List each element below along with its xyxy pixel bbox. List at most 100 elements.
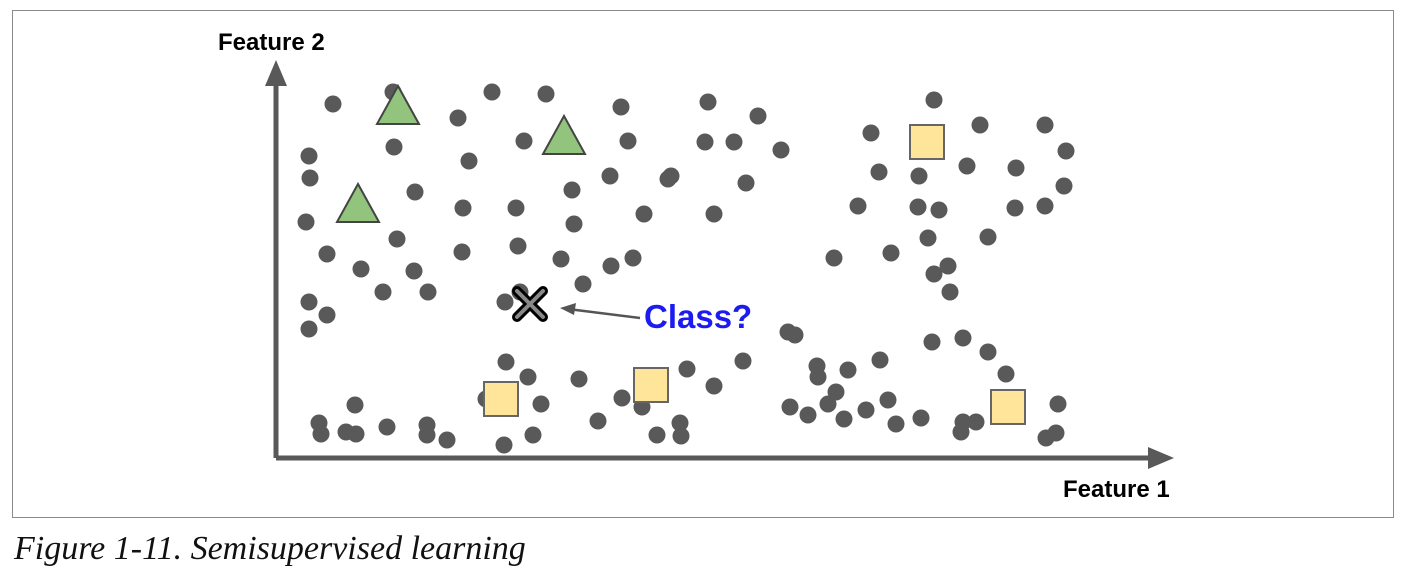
unlabeled-point	[635, 205, 653, 223]
unlabeled-point	[839, 361, 857, 379]
unlabeled-point	[1036, 116, 1054, 134]
unlabeled-point	[779, 323, 797, 341]
unlabeled-point	[419, 283, 437, 301]
unlabeled-point	[781, 398, 799, 416]
unlabeled-point	[1049, 395, 1067, 413]
x-axis-label: Feature 1	[1063, 476, 1170, 503]
unlabeled-point	[672, 427, 690, 445]
unlabeled-point	[857, 401, 875, 419]
unlabeled-point	[374, 283, 392, 301]
unlabeled-point	[705, 377, 723, 395]
unlabeled-point	[1057, 142, 1075, 160]
unlabeled-point	[300, 147, 318, 165]
unlabeled-point	[405, 262, 423, 280]
unlabeled-point	[952, 423, 970, 441]
unlabeled-point	[497, 353, 515, 371]
axes	[265, 60, 1174, 469]
unlabeled-point	[552, 250, 570, 268]
unlabeled-point	[612, 98, 630, 116]
unlabeled-point	[619, 132, 637, 150]
unlabeled-point	[882, 244, 900, 262]
labeled-square-point	[483, 381, 519, 417]
unlabeled-point	[862, 124, 880, 142]
unlabeled-point	[737, 174, 755, 192]
unlabeled-point	[925, 265, 943, 283]
unlabeled-point	[1037, 429, 1055, 447]
unlabeled-point	[705, 205, 723, 223]
unlabeled-point	[1006, 199, 1024, 217]
unlabeled-point	[725, 133, 743, 151]
unlabeled-point	[496, 293, 514, 311]
unlabeled-point	[601, 167, 619, 185]
unlabeled-point	[324, 95, 342, 113]
unlabeled-point	[449, 109, 467, 127]
unlabeled-point	[979, 228, 997, 246]
unlabeled-point	[870, 163, 888, 181]
unlabeled-point	[941, 283, 959, 301]
unlabeled-point	[909, 198, 927, 216]
unlabeled-point	[352, 260, 370, 278]
unlabeled-point	[696, 133, 714, 151]
unlabeled-point	[495, 436, 513, 454]
y-axis-arrowhead	[265, 60, 287, 86]
query-arrow-line	[571, 308, 641, 320]
unlabeled-point	[1036, 197, 1054, 215]
annotations: Class?	[512, 286, 752, 335]
unlabeled-point	[659, 170, 677, 188]
unlabeled-point	[678, 360, 696, 378]
unlabeled-point	[406, 183, 424, 201]
unlabeled-point	[939, 257, 957, 275]
unlabeled-point	[835, 410, 853, 428]
unlabeled-point	[385, 138, 403, 156]
unlabeled-point	[671, 414, 689, 432]
query-instance-marker	[512, 286, 548, 322]
unlabeled-point	[799, 406, 817, 424]
labeled-triangle-point	[335, 181, 381, 223]
x-marker-inner	[515, 289, 545, 319]
unlabeled-point	[519, 368, 537, 386]
unlabeled-point	[923, 333, 941, 351]
unlabeled-point	[318, 306, 336, 324]
points-layer	[297, 83, 1075, 454]
unlabeled-point	[507, 199, 525, 217]
unlabeled-point	[910, 167, 928, 185]
unlabeled-point	[460, 152, 478, 170]
unlabeled-point	[967, 413, 985, 431]
unlabeled-point	[537, 85, 555, 103]
y-axis-label: Feature 2	[218, 29, 325, 56]
unlabeled-point	[300, 293, 318, 311]
unlabeled-point	[871, 351, 889, 369]
unlabeled-point	[565, 215, 583, 233]
unlabeled-point	[997, 365, 1015, 383]
unlabeled-point	[515, 132, 533, 150]
unlabeled-point	[699, 93, 717, 111]
unlabeled-point	[453, 243, 471, 261]
unlabeled-point	[624, 249, 642, 267]
unlabeled-point	[772, 141, 790, 159]
unlabeled-point	[809, 368, 827, 386]
unlabeled-point	[524, 426, 542, 444]
unlabeled-point	[388, 230, 406, 248]
unlabeled-point	[532, 395, 550, 413]
unlabeled-point	[347, 425, 365, 443]
unlabeled-point	[648, 426, 666, 444]
unlabeled-point	[971, 116, 989, 134]
labeled-triangle-point	[541, 113, 587, 155]
figure-frame	[12, 10, 1394, 518]
labeled-square-point	[990, 389, 1026, 425]
unlabeled-point	[346, 396, 364, 414]
unlabeled-point	[819, 395, 837, 413]
unlabeled-point	[849, 197, 867, 215]
labeled-triangle-point	[375, 83, 421, 125]
unlabeled-point	[734, 352, 752, 370]
labeled-square-point	[909, 124, 945, 160]
unlabeled-point	[613, 389, 631, 407]
unlabeled-point	[979, 343, 997, 361]
unlabeled-point	[919, 229, 937, 247]
unlabeled-point	[318, 245, 336, 263]
figure-caption: Figure 1-11. Semisupervised learning	[14, 530, 526, 567]
unlabeled-point	[418, 426, 436, 444]
unlabeled-point	[563, 181, 581, 199]
unlabeled-point	[602, 257, 620, 275]
